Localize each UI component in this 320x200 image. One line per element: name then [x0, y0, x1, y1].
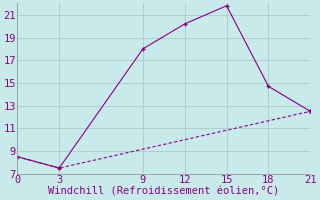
X-axis label: Windchill (Refroidissement éolien,°C): Windchill (Refroidissement éolien,°C): [48, 187, 279, 197]
